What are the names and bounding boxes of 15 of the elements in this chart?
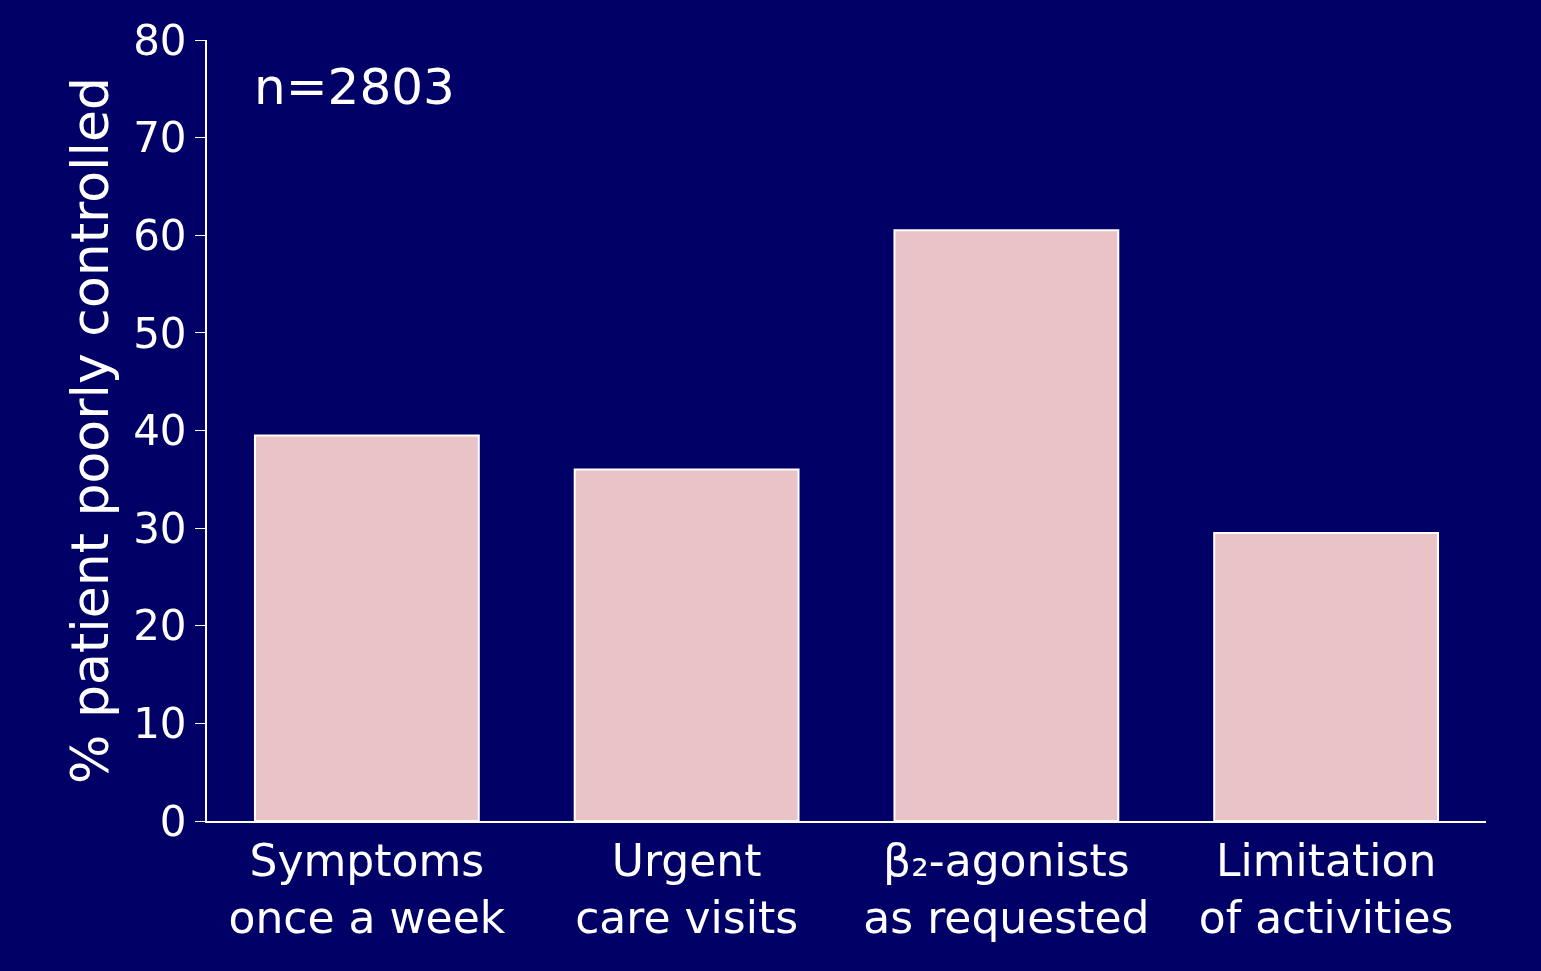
x-tick-label: β₂-agonists as requested <box>863 834 1150 943</box>
y-axis-title: % patient poorly controlled <box>59 77 120 784</box>
y-tick-label: 0 <box>159 796 187 846</box>
y-tick-label: 40 <box>133 406 187 456</box>
y-tick-label: 60 <box>133 210 187 260</box>
x-tick-label: Urgent care visits <box>575 834 799 943</box>
y-tick-label: 10 <box>133 699 187 749</box>
y-tick-label: 30 <box>133 503 187 553</box>
annotation: n=2803 <box>254 58 455 116</box>
x-tick-label: Limitation of activities <box>1198 834 1454 943</box>
y-tick-label: 70 <box>133 113 187 163</box>
y-tick-label: 80 <box>133 15 187 65</box>
y-tick-label: 50 <box>133 308 187 358</box>
y-tick-label: 20 <box>133 601 187 651</box>
x-tick-label: Symptoms once a week <box>228 834 506 943</box>
